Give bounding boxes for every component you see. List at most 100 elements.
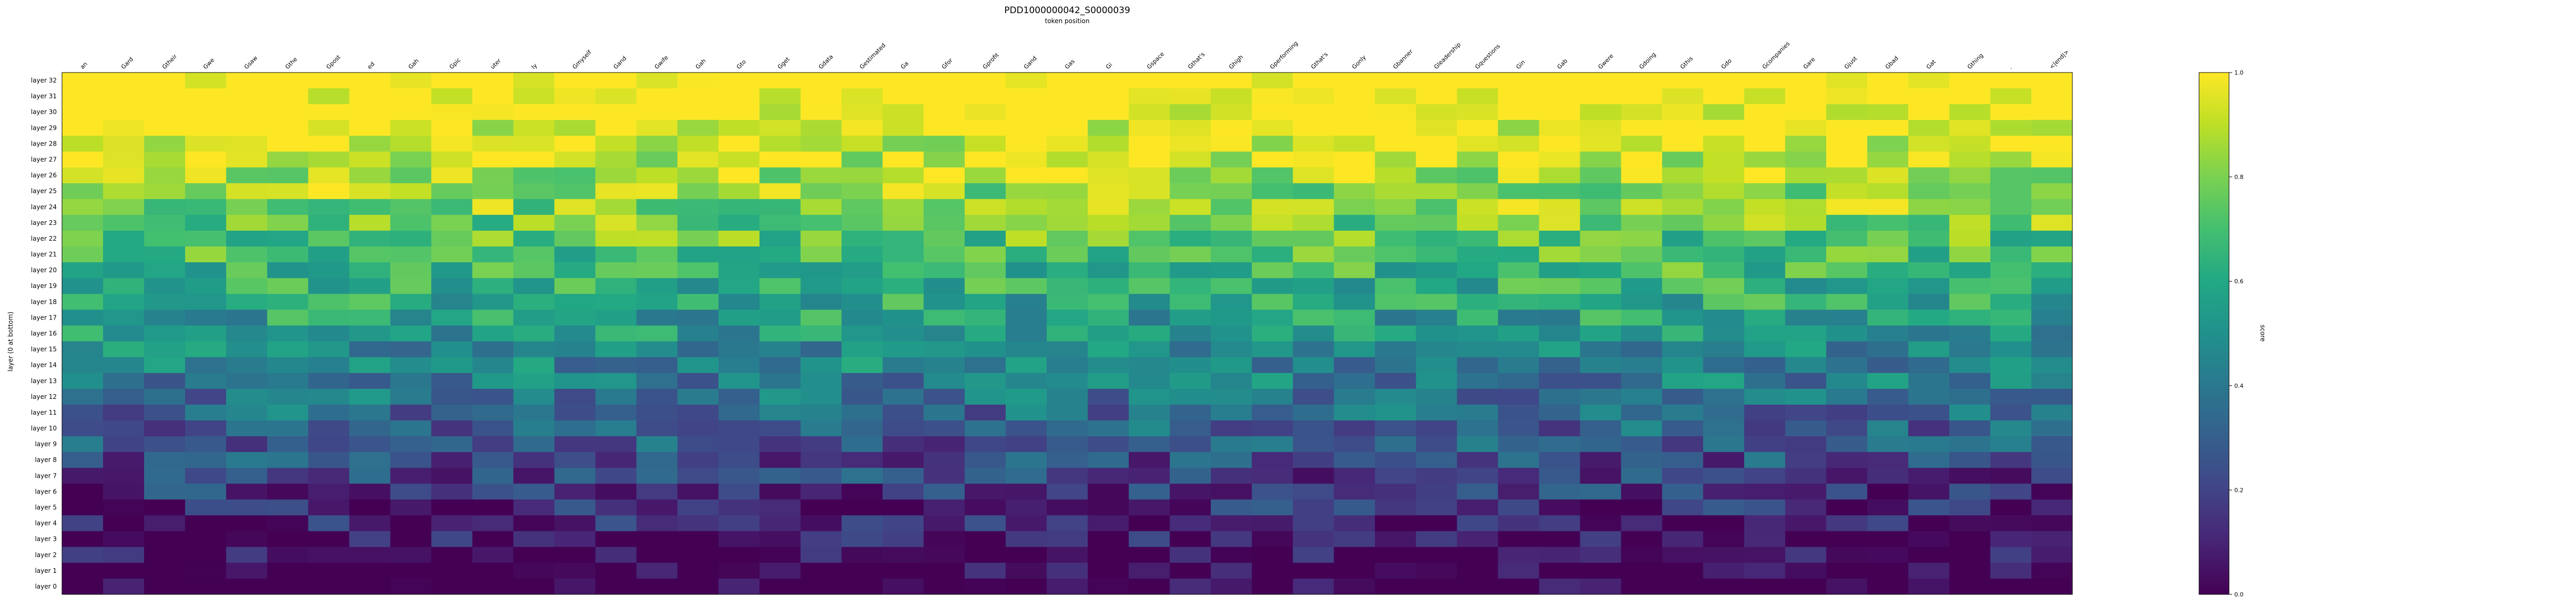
heatmap-cell [1867,88,1909,105]
heatmap-cell [103,373,145,389]
heatmap-cell [882,262,924,279]
heatmap-cell [1005,214,1047,231]
heatmap-cell [2031,531,2073,548]
heatmap-cell [390,515,432,532]
colorbar-ticks: 0.00.20.40.60.81.0 [2229,69,2244,598]
heatmap-cell [759,294,801,310]
heatmap-cell [349,199,391,215]
heatmap-cell [841,341,883,358]
heatmap-cell [144,73,186,89]
heatmap-cell [1867,214,1909,231]
heatmap-cell [964,373,1006,389]
heatmap-cell [1211,230,1252,247]
heatmap-cell [554,73,596,89]
heatmap-cell [185,310,227,326]
heatmap-cell [677,167,719,184]
heatmap-cell [185,452,227,468]
heatmap-cell [1662,325,1704,342]
heatmap-cell [1005,325,1047,342]
heatmap-cell [431,120,473,136]
heatmap-cell [62,452,104,468]
heatmap-cell [964,214,1006,231]
heatmap-cell [1908,531,1950,548]
heatmap-cell [1293,214,1334,231]
heatmap-cell [1867,452,1909,468]
heatmap-cell [513,294,555,310]
heatmap-cell [1908,562,1950,579]
heatmap-cell [1170,325,1211,342]
heatmap-cell [677,278,719,294]
heatmap-cell [472,120,514,136]
heatmap-cell [226,388,268,405]
heatmap-cell [349,278,391,294]
heatmap-cell [1621,278,1663,294]
heatmap-cell [595,468,637,484]
heatmap-cell [1703,88,1745,105]
heatmap-cell [1949,515,1991,532]
heatmap-cell [1375,468,1416,484]
heatmap-cell [1416,531,1457,548]
heatmap-cell [62,325,104,342]
heatmap-cell [595,120,637,136]
heatmap-cell [226,262,268,279]
heatmap-cell [800,420,842,437]
heatmap-cell [554,357,596,374]
heatmap-cell [1005,420,1047,437]
heatmap-cell [923,214,965,231]
heatmap-cell [882,230,924,247]
colorbar-gradient [2199,72,2230,595]
heatmap-cell [1211,468,1252,484]
heatmap-cell [2031,420,2073,437]
heatmap-cell [1252,515,1293,532]
heatmap-cell [1990,214,2032,231]
heatmap-cell [1703,468,1745,484]
heatmap-cell [62,151,104,168]
heatmap-cell [472,341,514,358]
heatmap-cell [636,373,678,389]
heatmap-cell [718,262,760,279]
heatmap-cell [472,404,514,421]
heatmap-cell [267,325,309,342]
heatmap-cell [759,310,801,326]
heatmap-cell [308,310,350,326]
heatmap-cell [1867,515,1909,532]
heatmap-cell [964,104,1006,120]
heatmap-cell [1662,562,1704,579]
heatmap-cell [1744,452,1786,468]
heatmap-cell [103,262,145,279]
heatmap-cell [431,357,473,374]
x-axis-label: token position [1045,17,1090,25]
heatmap-cell [636,420,678,437]
heatmap-cell [1498,214,1539,231]
heatmap-cell [554,230,596,247]
heatmap-cell [1170,341,1211,358]
heatmap-cell [62,357,104,374]
heatmap-cell [1498,452,1539,468]
heatmap-cell [1334,531,1375,548]
y-tick-label: layer 0 [35,583,57,590]
heatmap-cell [267,310,309,326]
heatmap-cell [1621,136,1663,152]
heatmap-cell [1949,294,1991,310]
heatmap-cell [1539,278,1581,294]
heatmap-cell [472,88,514,105]
heatmap-cell [1580,373,1622,389]
heatmap-cell [62,278,104,294]
heatmap-cell [226,468,268,484]
heatmap-cell [923,420,965,437]
heatmap-cell [1375,420,1416,437]
heatmap-cell [1990,373,2032,389]
heatmap-cell [1867,310,1909,326]
heatmap-cell [1129,230,1170,247]
y-tick-label: layer 9 [35,440,57,448]
heatmap-cell [1211,547,1252,563]
heatmap-cell [144,562,186,579]
heatmap-cell [1867,246,1909,263]
heatmap-cell [1375,262,1416,279]
heatmap-cell [1293,262,1334,279]
heatmap-cell [1170,262,1211,279]
heatmap-cell [62,310,104,326]
x-tick-label: Gonly [1351,54,1367,70]
heatmap-cell [1539,183,1581,200]
heatmap-cell [1785,341,1827,358]
